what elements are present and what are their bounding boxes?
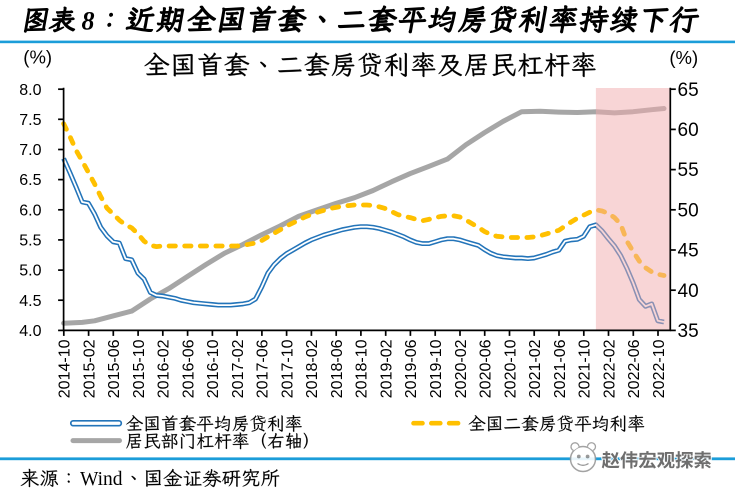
watermark-logo-icon (569, 442, 597, 473)
series-first-home-rate-line-core (62, 158, 665, 323)
left-axis-tick-label: 6.0 (19, 202, 41, 219)
left-axis-tick-label: 6.5 (19, 172, 41, 189)
x-axis-tick-label: 2020-10 (502, 339, 519, 398)
right-axis-tick-label: 50 (678, 200, 699, 221)
x-axis-tick-label: 2015-02 (81, 339, 98, 398)
header-rule (0, 40, 735, 44)
series-household-leverage-line (61, 106, 667, 326)
left-axis-unit: (%) (23, 47, 52, 68)
figure-header-title (125, 5, 701, 34)
x-axis-tick-label: 2017-02 (230, 339, 247, 398)
left-axis-tick-label: 7.5 (19, 112, 41, 129)
x-axis-tick-label: 2014-10 (57, 339, 74, 398)
x-axis-tick-label: 2018-10 (354, 339, 371, 398)
source-vendor: Wind (80, 469, 123, 490)
chart-title (144, 52, 596, 78)
right-axis-tick-label: 35 (678, 321, 699, 342)
x-axis-tick-label: 2019-10 (428, 339, 445, 398)
x-axis-tick-label: 2020-02 (453, 339, 470, 398)
x-axis-tick-label: 2020-06 (478, 339, 495, 398)
x-axis-tick-label: 2015-06 (106, 339, 123, 398)
x-axis-tick-label: 2021-10 (577, 339, 594, 398)
x-axis-tick-label: 2019-06 (403, 339, 420, 398)
x-axis-tick-label: 2017-10 (279, 339, 296, 398)
figure-header-label (23, 6, 80, 33)
x-axis-tick-label: 2022-06 (626, 339, 643, 398)
figure-header-colon (107, 12, 114, 27)
left-axis-tick-label: 4.0 (19, 323, 41, 340)
x-axis-tick-label: 2016-10 (205, 339, 222, 398)
source-suffix (131, 468, 280, 488)
right-axis-unit: (%) (669, 47, 698, 68)
figure-header-number: 8 (82, 7, 95, 36)
highlight-region (595, 88, 671, 331)
x-axis-tick-label: 2021-06 (552, 339, 569, 398)
x-axis-tick-label: 2016-02 (156, 339, 173, 398)
left-axis-tick-label: 7.0 (19, 142, 41, 159)
x-axis-tick-label: 2015-10 (131, 339, 148, 398)
legend-swatch-first-home (69, 419, 123, 427)
right-axis-tick-label: 55 (678, 160, 699, 181)
x-axis-tick-label: 2022-10 (651, 339, 668, 398)
legend-label-second-home (468, 414, 645, 432)
legend-label-leverage (126, 432, 308, 450)
x-axis-tick-label: 2016-06 (180, 339, 197, 398)
x-axis-tick-label: 2019-02 (379, 339, 396, 398)
left-axis-tick-labels: 8.0 7.5 7.0 6.5 6.0 5.5 5.0 4.5 4.0 (19, 82, 41, 340)
left-axis-tick-label: 5.0 (19, 263, 41, 280)
left-axis-tick-label: 4.5 (19, 293, 41, 310)
left-axis-tick-label: 5.5 (19, 233, 41, 250)
footer-rule (0, 457, 735, 461)
right-axis-tick-label: 40 (678, 281, 699, 302)
right-axis-tick-label: 45 (678, 241, 699, 262)
x-axis-tick-label: 2017-06 (255, 339, 272, 398)
right-axis-tick-label: 60 (678, 120, 699, 141)
x-axis-tick-label: 2022-02 (601, 339, 618, 398)
x-axis-tick-label: 2018-02 (304, 339, 321, 398)
axes (58, 87, 676, 336)
legend-label-first-home (126, 414, 302, 432)
x-axis-tick-labels: 2014-10 2015-02 2015-06 2015-10 2016-02 2016-… (57, 339, 668, 398)
series-second-home-rate-line (61, 121, 667, 278)
left-axis-tick-label: 8.0 (19, 82, 41, 99)
right-axis-tick-labels: 65 60 55 50 45 40 35 (678, 80, 699, 342)
source-prefix (20, 468, 70, 488)
x-axis-tick-label: 2021-02 (527, 339, 544, 398)
right-axis-tick-label: 65 (678, 80, 699, 101)
x-axis-tick-label: 2018-06 (329, 339, 346, 398)
